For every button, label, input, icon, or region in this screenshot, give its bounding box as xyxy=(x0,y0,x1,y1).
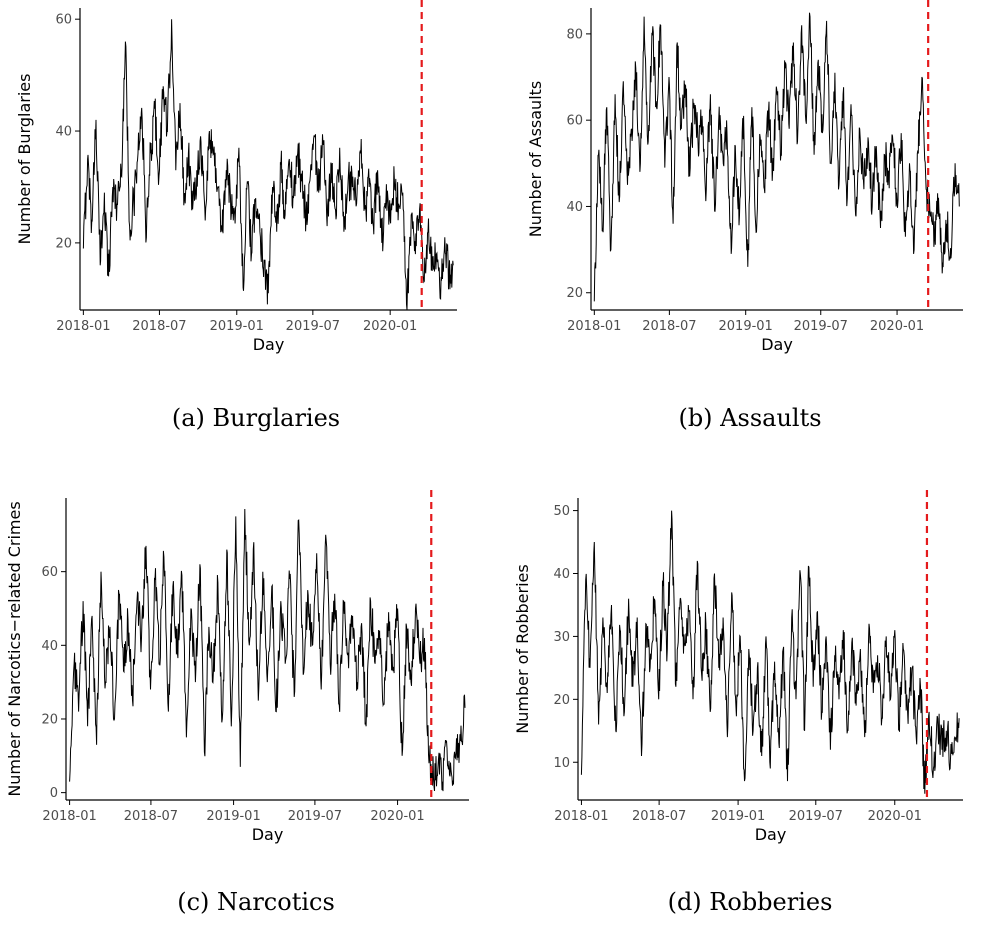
x-tick-label: 2019-01 xyxy=(206,809,260,824)
x-tick-label: 2018-01 xyxy=(554,809,608,824)
y-tick-label: 20 xyxy=(566,286,583,301)
x-axis-title: Day xyxy=(761,335,793,354)
x-axis-title: Day xyxy=(253,335,285,354)
panel-robberies: 10 20 30 40 50 2018-01 2018-07 2019-01 2019-07 20… xyxy=(493,490,987,875)
y-axis-title: Number of Assaults xyxy=(526,81,545,237)
y-axis-title: Number of Narcotics−related Crimes xyxy=(5,501,24,796)
panel-assaults: 20 40 60 80 2018-01 2018-07 2019-01 2019-07 2020… xyxy=(493,0,987,385)
x-tick-label: 2018-07 xyxy=(124,809,178,824)
panel-narcotics: 0 20 40 60 2018-01 2018-07 2019-01 2019-07 2020-… xyxy=(0,490,493,875)
x-axis-title: Day xyxy=(252,825,284,844)
chart-narcotics: 0 20 40 60 2018-01 2018-07 2019-01 2019-07 2020-… xyxy=(5,490,469,844)
y-tick-label: 40 xyxy=(55,125,72,140)
x-tick-label: 2018-01 xyxy=(42,809,96,824)
x-tick-label: 2019-07 xyxy=(286,319,340,334)
x-tick-label: 2020-01 xyxy=(870,319,924,334)
chart-robberies: 10 20 30 40 50 2018-01 2018-07 2019-01 2019-07 20… xyxy=(513,490,963,844)
y-axis-title: Number of Burglaries xyxy=(15,74,34,245)
series-line xyxy=(580,510,960,794)
x-tick-label: 2018-01 xyxy=(56,319,110,334)
x-tick-label: 2018-07 xyxy=(642,319,696,334)
x-tick-label: 2019-07 xyxy=(288,809,342,824)
y-tick-label: 30 xyxy=(553,630,570,645)
series-line xyxy=(69,508,466,792)
y-tick-label: 60 xyxy=(566,114,583,129)
x-tick-label: 2018-01 xyxy=(567,319,621,334)
chart-burglaries: 20 40 60 2018-01 2018-07 2019-01 2019-07 2020-0… xyxy=(15,0,457,354)
y-axis-title: Number of Robberies xyxy=(513,564,532,733)
y-tick-label: 0 xyxy=(50,786,58,801)
panel-burglaries: 20 40 60 2018-01 2018-07 2019-01 2019-07 2020-0… xyxy=(0,0,493,385)
x-tick-label: 2019-01 xyxy=(210,319,264,334)
x-tick-label: 2019-07 xyxy=(789,809,843,824)
y-tick-label: 20 xyxy=(55,236,72,251)
series-line xyxy=(82,19,454,311)
y-tick-label: 60 xyxy=(41,565,58,580)
y-tick-label: 40 xyxy=(41,639,58,654)
x-tick-label: 2018-07 xyxy=(132,319,186,334)
x-tick-label: 2020-01 xyxy=(868,809,922,824)
caption-burglaries: (a) Burglaries xyxy=(171,404,341,432)
y-tick-label: 80 xyxy=(566,27,583,42)
y-tick-label: 40 xyxy=(553,567,570,582)
y-tick-label: 60 xyxy=(55,13,72,28)
caption-narcotics: (c) Narcotics xyxy=(177,888,335,916)
x-tick-label: 2020-01 xyxy=(363,319,417,334)
y-tick-label: 10 xyxy=(553,756,570,771)
x-tick-label: 2018-07 xyxy=(632,809,686,824)
x-tick-label: 2019-01 xyxy=(711,809,765,824)
caption-assaults: (b) Assaults xyxy=(678,404,822,432)
series-line xyxy=(593,12,960,302)
chart-assaults: 20 40 60 80 2018-01 2018-07 2019-01 2019-07 2020… xyxy=(526,0,963,354)
x-tick-label: 2020-01 xyxy=(370,809,424,824)
y-tick-label: 20 xyxy=(553,693,570,708)
x-tick-label: 2019-07 xyxy=(794,319,848,334)
y-tick-label: 40 xyxy=(566,200,583,215)
x-tick-label: 2019-01 xyxy=(719,319,773,334)
y-tick-label: 20 xyxy=(41,712,58,727)
y-tick-label: 50 xyxy=(553,504,570,519)
x-axis-title: Day xyxy=(755,825,787,844)
caption-robberies: (d) Robberies xyxy=(667,888,833,916)
